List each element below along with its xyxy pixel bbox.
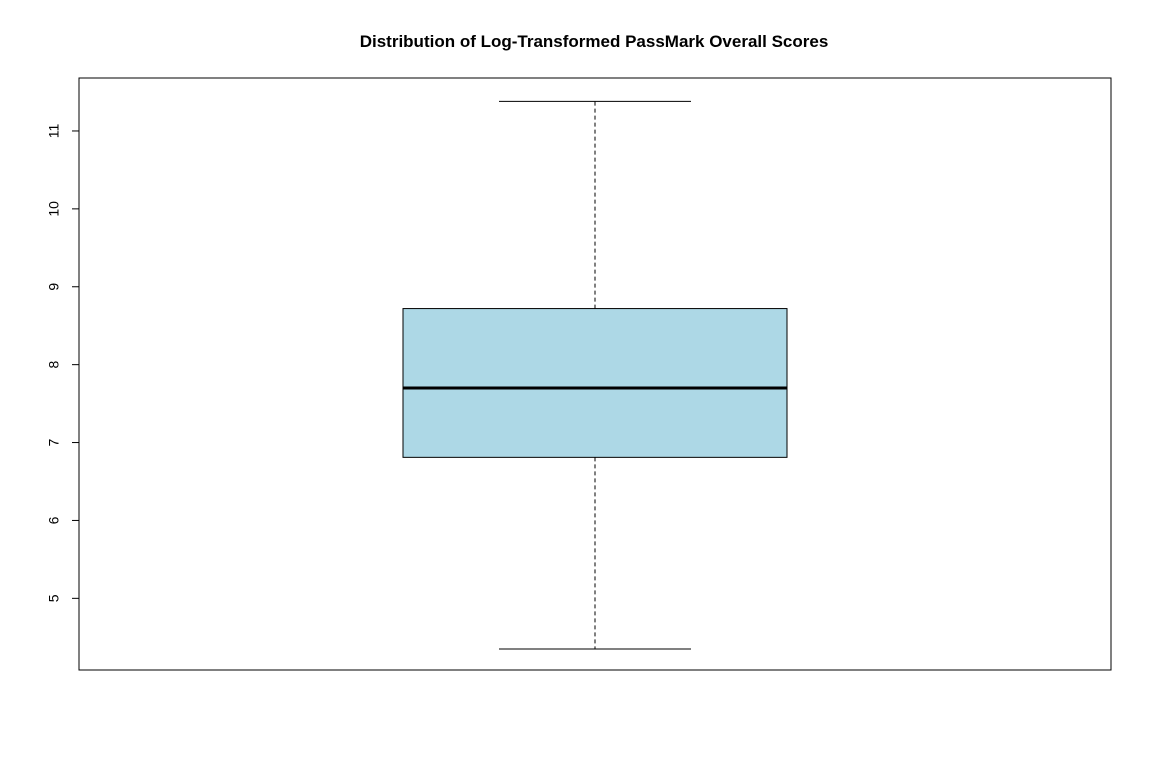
y-tick-label: 6 — [46, 516, 62, 524]
chart-title: Distribution of Log-Transformed PassMark… — [360, 32, 829, 51]
y-tick-label: 9 — [46, 283, 62, 291]
y-tick-label: 5 — [46, 594, 62, 602]
iqr-box — [402, 308, 788, 458]
y-tick-label: 10 — [46, 201, 62, 217]
box-group — [402, 100, 788, 650]
y-tick-label: 8 — [46, 361, 62, 369]
y-axis: 5 6 7 8 9 10 11 — [46, 123, 80, 602]
y-tick-label: 11 — [46, 123, 62, 138]
y-tick-label: 7 — [46, 438, 62, 446]
